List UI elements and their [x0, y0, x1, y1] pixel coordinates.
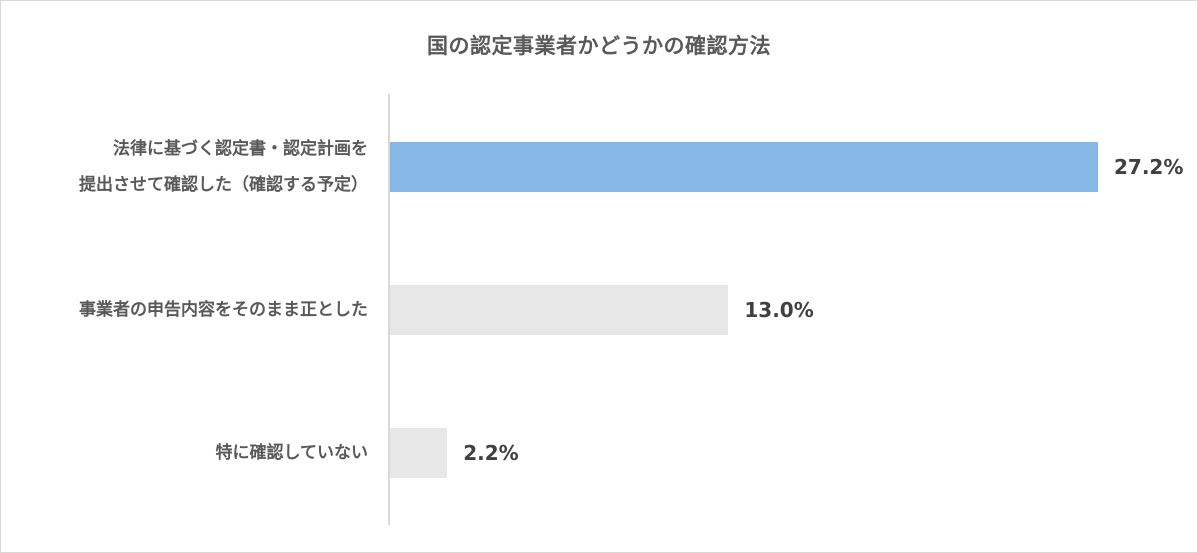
- chart-title: 国の認定事業者かどうかの確認方法: [427, 34, 771, 58]
- value-label-0: 27.2%: [1114, 155, 1184, 179]
- bar-1: [390, 285, 729, 335]
- category-label-1: 事業者の申告内容をそのまま正とした: [79, 300, 368, 320]
- category-label-line: 提出させて確認した（確認する予定）: [79, 175, 368, 195]
- value-label-1: 13.0%: [744, 298, 814, 322]
- category-label-2: 特に確認していない: [215, 443, 369, 463]
- category-label-line: 法律に基づく認定書・認定計画を: [113, 139, 368, 159]
- bar-2: [390, 428, 448, 478]
- value-label-2: 2.2%: [463, 441, 519, 465]
- category-label-0: 法律に基づく認定書・認定計画を 提出させて確認した（確認する予定）: [79, 131, 368, 203]
- category-axis-line: [388, 94, 390, 525]
- bar-0: [390, 142, 1098, 192]
